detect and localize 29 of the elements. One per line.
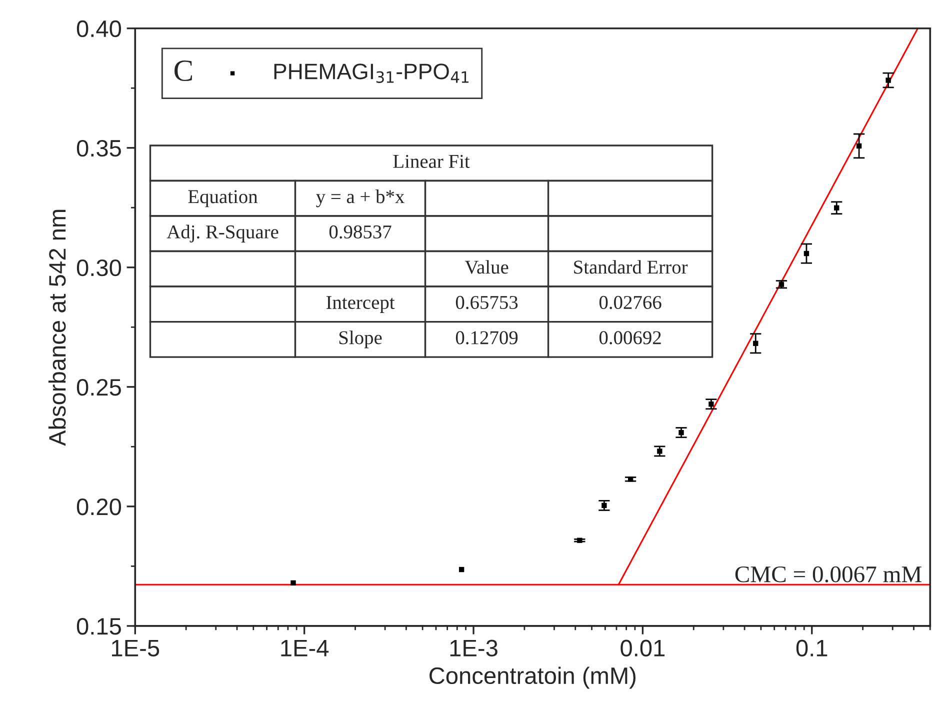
x-tick-label: 1E-4 (281, 640, 329, 656)
y-tick-label: 0.20 (76, 498, 122, 516)
annotation: 0.00692 (599, 331, 661, 344)
x-tick-label: 1E-3 (450, 640, 498, 656)
annotation: 0.65753 (456, 296, 518, 310)
y-tick-label: 0.15 (76, 618, 121, 635)
x-tick-label: 0.1 (796, 640, 828, 656)
annotation: Value (464, 260, 508, 274)
annotation: Adj. R-Square (166, 224, 278, 242)
y-tick-label: 0.30 (76, 259, 122, 276)
y-tick-label: 0.25 (76, 378, 121, 396)
annotation: 0.98537 (329, 225, 392, 239)
annotation: 0.02766 (599, 296, 662, 310)
y-tick-label: 0.40 (76, 20, 122, 38)
legend-title: C (174, 60, 192, 82)
annotation: Intercept (326, 296, 395, 313)
annotation: 0.12709 (456, 331, 518, 344)
legend-label: PHEMAGI$_{31}$-PPO$_{41}$ (274, 64, 469, 83)
annotation: Equation (188, 190, 258, 208)
y-tick-label: 0.35 (76, 140, 121, 157)
annotation: Standard Error (574, 260, 688, 274)
x-tick-label: 0.01 (620, 640, 665, 656)
annotation: y = a + b*x (316, 190, 404, 208)
annotation: Slope (339, 330, 382, 348)
annotation: CMC = 0.0067 mM (735, 566, 922, 582)
x-tick-label: 1E-5 (112, 640, 160, 656)
y-axis-title: Absorbance at 542 nm (48, 210, 66, 446)
x-axis-title: Concentratoin (mM) (430, 666, 636, 689)
annotation: Linear Fit (393, 154, 470, 168)
